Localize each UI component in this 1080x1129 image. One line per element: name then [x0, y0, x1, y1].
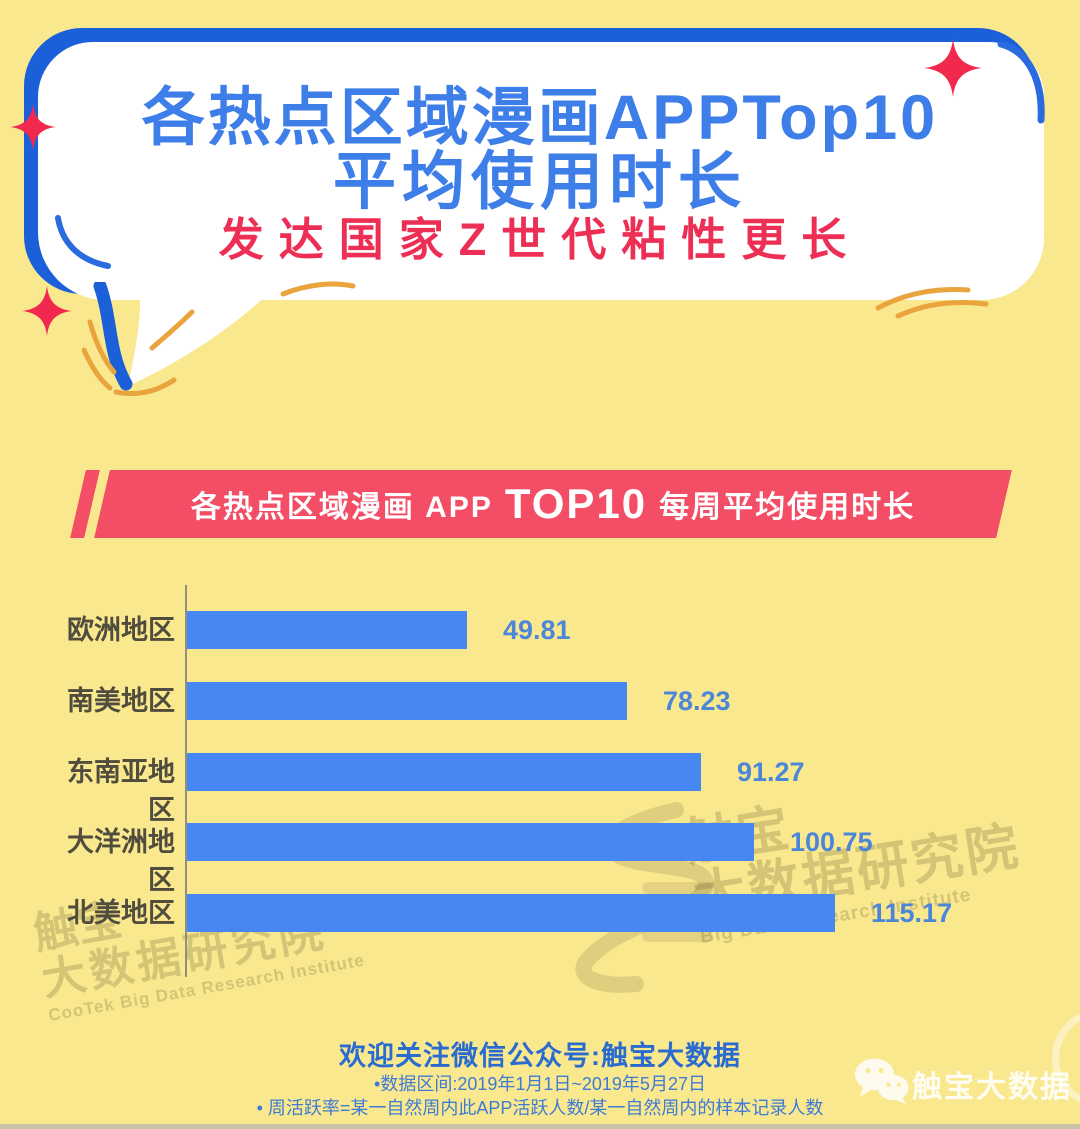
- bar: [187, 681, 627, 720]
- subtitle: 发达国家Z世代粘性更长: [218, 214, 862, 265]
- arc-accent: [997, 42, 1045, 124]
- chart-title-suffix: 每周平均使用时长: [659, 491, 916, 524]
- bar: [187, 752, 701, 791]
- chart-row: 南美地区 78.23: [60, 681, 1040, 720]
- sparkle-icon: [924, 39, 982, 97]
- bar: [187, 823, 754, 862]
- dash-accent: [280, 281, 356, 297]
- chart-row: 北美地区 115.17: [60, 894, 1040, 933]
- bottom-strip: [0, 1124, 1080, 1129]
- category-label: 南美地区: [67, 685, 175, 716]
- chart-axis: [185, 585, 187, 977]
- footer-heading: 欢迎关注微信公众号:触宝大数据: [339, 1041, 741, 1071]
- value-label: 91.27: [737, 756, 805, 787]
- dash-accent: [875, 287, 989, 319]
- value-label: 78.23: [663, 685, 731, 716]
- speech-bubble-tail: [82, 282, 280, 396]
- chart-row: 欧洲地区 49.81: [60, 611, 1040, 649]
- value-label: 49.81: [503, 615, 571, 645]
- wechat-icon: [854, 1058, 909, 1105]
- bar: [187, 894, 835, 933]
- footer-note-definition: • 周活跃率=某一自然周内此APP活跃人数/某一自然周内的样本记录人数: [256, 1098, 824, 1118]
- chart-title: 各热点区域漫画 APP TOP10 每周平均使用时长: [102, 470, 1004, 538]
- main-title-line2: 平均使用时长: [333, 147, 747, 217]
- brand-name: 触宝大数据: [912, 1071, 1072, 1104]
- value-label: 100.75: [790, 827, 873, 858]
- chart-row: 东南亚地区 91.27: [60, 752, 1040, 825]
- sparkle-icon: [10, 104, 56, 150]
- chart-row: 大洋洲地区 100.75: [60, 823, 1040, 896]
- value-label: 115.17: [871, 898, 953, 929]
- chart-title-top10: TOP10: [504, 480, 648, 527]
- category-label: 大洋洲地区: [67, 827, 175, 896]
- footer-note-date-range: •数据区间:2019年1月1日~2019年5月27日: [374, 1074, 706, 1094]
- speech-bubble: [38, 42, 1044, 300]
- bar: [187, 611, 467, 649]
- sparkle-icon: [22, 286, 72, 336]
- bar-chart: 欧洲地区 49.81 南美地区 78.23 东南亚地区 91.27 大洋洲地区 100.75 北…: [60, 583, 1040, 983]
- category-label: 北美地区: [67, 898, 175, 929]
- main-title-line1: 各热点区域漫画APPTop10: [141, 83, 939, 153]
- category-label: 东南亚地区: [67, 756, 175, 825]
- chart-title-prefix: 各热点区域漫画 APP: [190, 491, 493, 524]
- arc-accent: [55, 215, 111, 269]
- category-label: 欧洲地区: [67, 615, 175, 645]
